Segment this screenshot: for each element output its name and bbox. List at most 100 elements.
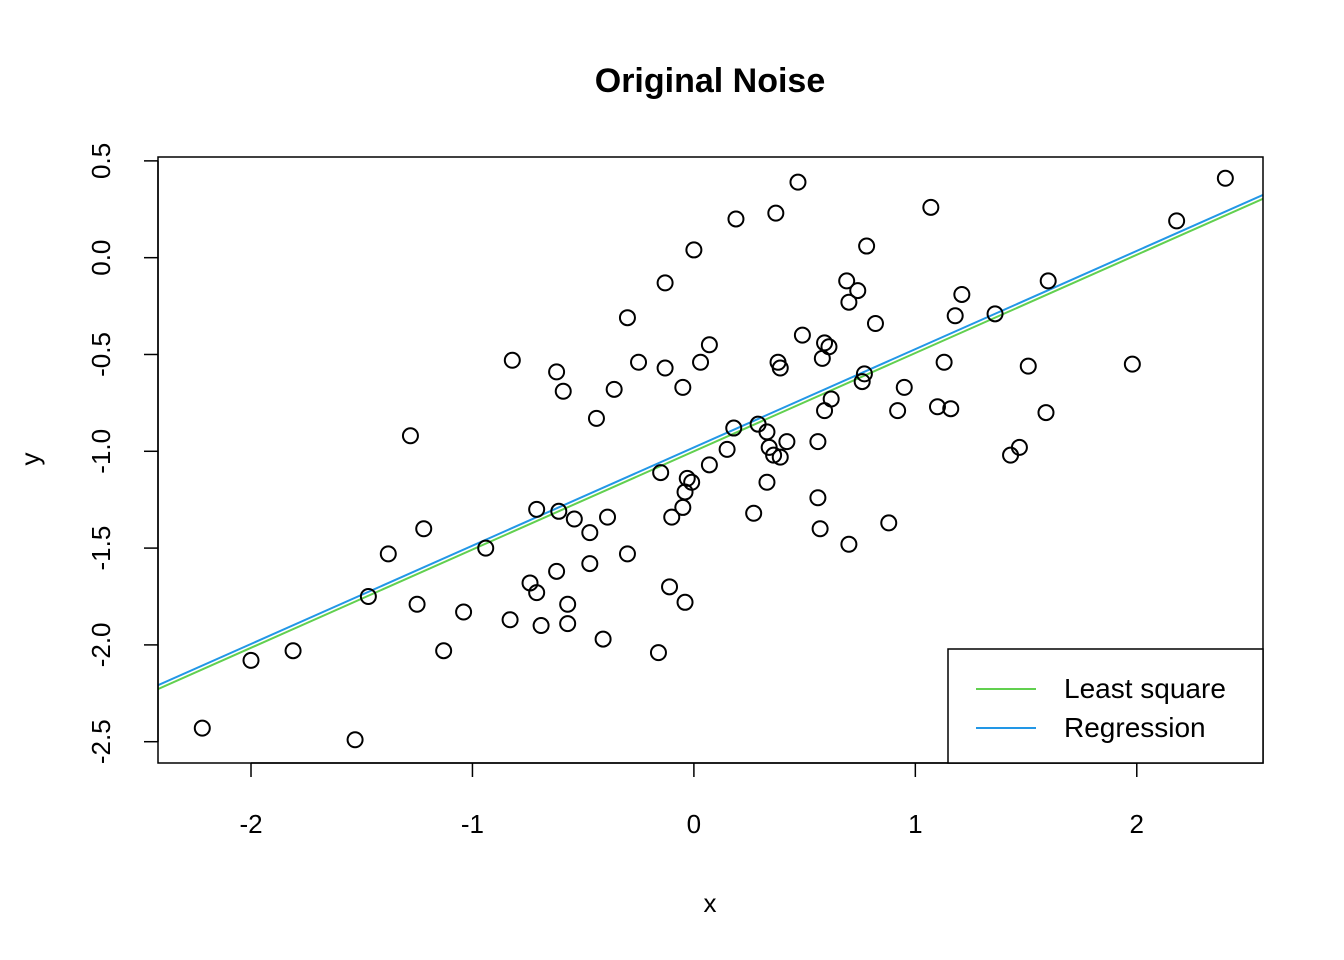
data-point	[685, 241, 703, 259]
data-point	[765, 446, 783, 464]
x-tick-label: -1	[461, 809, 484, 839]
data-point	[605, 380, 623, 398]
data-point	[935, 353, 953, 371]
data-point	[820, 338, 838, 356]
data-point	[1216, 169, 1234, 187]
data-point	[942, 400, 960, 418]
data-point	[822, 390, 840, 408]
data-point	[816, 334, 834, 352]
data-point	[778, 433, 796, 451]
legend-label-1: Regression	[1064, 712, 1206, 743]
x-tick-label: 0	[687, 809, 701, 839]
data-point	[858, 237, 876, 255]
data-point	[880, 514, 898, 532]
data-point	[789, 173, 807, 191]
data-point	[678, 469, 696, 487]
plot-area	[157, 156, 1264, 764]
data-point	[435, 642, 453, 660]
data-point	[745, 504, 763, 522]
data-point	[661, 578, 679, 596]
data-point	[1010, 438, 1028, 456]
x-tick-label: 2	[1130, 809, 1144, 839]
data-point	[953, 285, 971, 303]
data-point	[849, 282, 867, 300]
data-point	[581, 555, 599, 573]
data-point	[663, 508, 681, 526]
data-point	[674, 378, 692, 396]
data-point	[853, 373, 871, 391]
x-tick-label: 1	[908, 809, 922, 839]
data-point	[922, 198, 940, 216]
data-point	[401, 427, 419, 445]
data-point	[359, 587, 377, 605]
data-point	[652, 464, 670, 482]
legend: Least square Regression	[947, 648, 1264, 764]
data-point	[379, 545, 397, 563]
data-point	[1019, 357, 1037, 375]
data-point	[718, 440, 736, 458]
data-point	[758, 473, 776, 491]
data-point	[565, 510, 583, 528]
y-axis: -2.5 -2.0 -1.5 -1.0 -0.5 0.0 0.5	[86, 143, 159, 764]
data-point	[855, 365, 873, 383]
data-point	[928, 398, 946, 416]
y-tick-label: -2.5	[86, 719, 116, 764]
data-point	[840, 293, 858, 311]
data-point	[618, 309, 636, 327]
data-point	[771, 448, 789, 466]
data-point	[554, 382, 572, 400]
y-tick-label: -1.5	[86, 526, 116, 571]
data-point	[548, 363, 566, 381]
data-point	[809, 489, 827, 507]
data-point	[758, 423, 776, 441]
data-point	[477, 539, 495, 557]
data-point	[986, 305, 1004, 323]
data-point	[501, 611, 519, 629]
data-point	[692, 353, 710, 371]
y-tick-label: 0.5	[86, 143, 116, 179]
data-point	[528, 500, 546, 518]
data-point	[284, 642, 302, 660]
data-point	[793, 326, 811, 344]
data-point	[889, 402, 907, 420]
data-point	[700, 456, 718, 474]
data-point	[656, 359, 674, 377]
data-point	[725, 419, 743, 437]
data-point	[548, 562, 566, 580]
data-point	[811, 520, 829, 538]
data-point	[242, 651, 260, 669]
data-point	[587, 409, 605, 427]
data-point	[838, 272, 856, 290]
data-point	[528, 584, 546, 602]
legend-box	[947, 648, 1264, 764]
data-point	[455, 603, 473, 621]
data-point	[550, 502, 568, 520]
data-point	[193, 719, 211, 737]
data-point	[674, 498, 692, 516]
data-point	[415, 520, 433, 538]
data-point	[895, 378, 913, 396]
data-point	[866, 315, 884, 333]
data-point	[1123, 355, 1141, 373]
data-point	[656, 274, 674, 292]
data-point	[727, 210, 745, 228]
data-point	[683, 473, 701, 491]
chart-title: Original Noise	[595, 62, 826, 100]
x-axis-label: x	[704, 888, 717, 918]
y-tick-label: 0.0	[86, 240, 116, 276]
data-point	[1002, 446, 1020, 464]
data-point	[840, 535, 858, 553]
y-tick-label: -1.0	[86, 429, 116, 474]
data-point	[408, 595, 426, 613]
data-point	[346, 731, 364, 749]
data-point	[594, 630, 612, 648]
data-point	[1037, 404, 1055, 422]
x-tick-label: -2	[239, 809, 262, 839]
data-point	[599, 508, 617, 526]
fit-line-0	[158, 197, 1263, 690]
data-point	[809, 433, 827, 451]
y-tick-label: -0.5	[86, 332, 116, 377]
data-point	[771, 359, 789, 377]
data-point	[559, 615, 577, 633]
